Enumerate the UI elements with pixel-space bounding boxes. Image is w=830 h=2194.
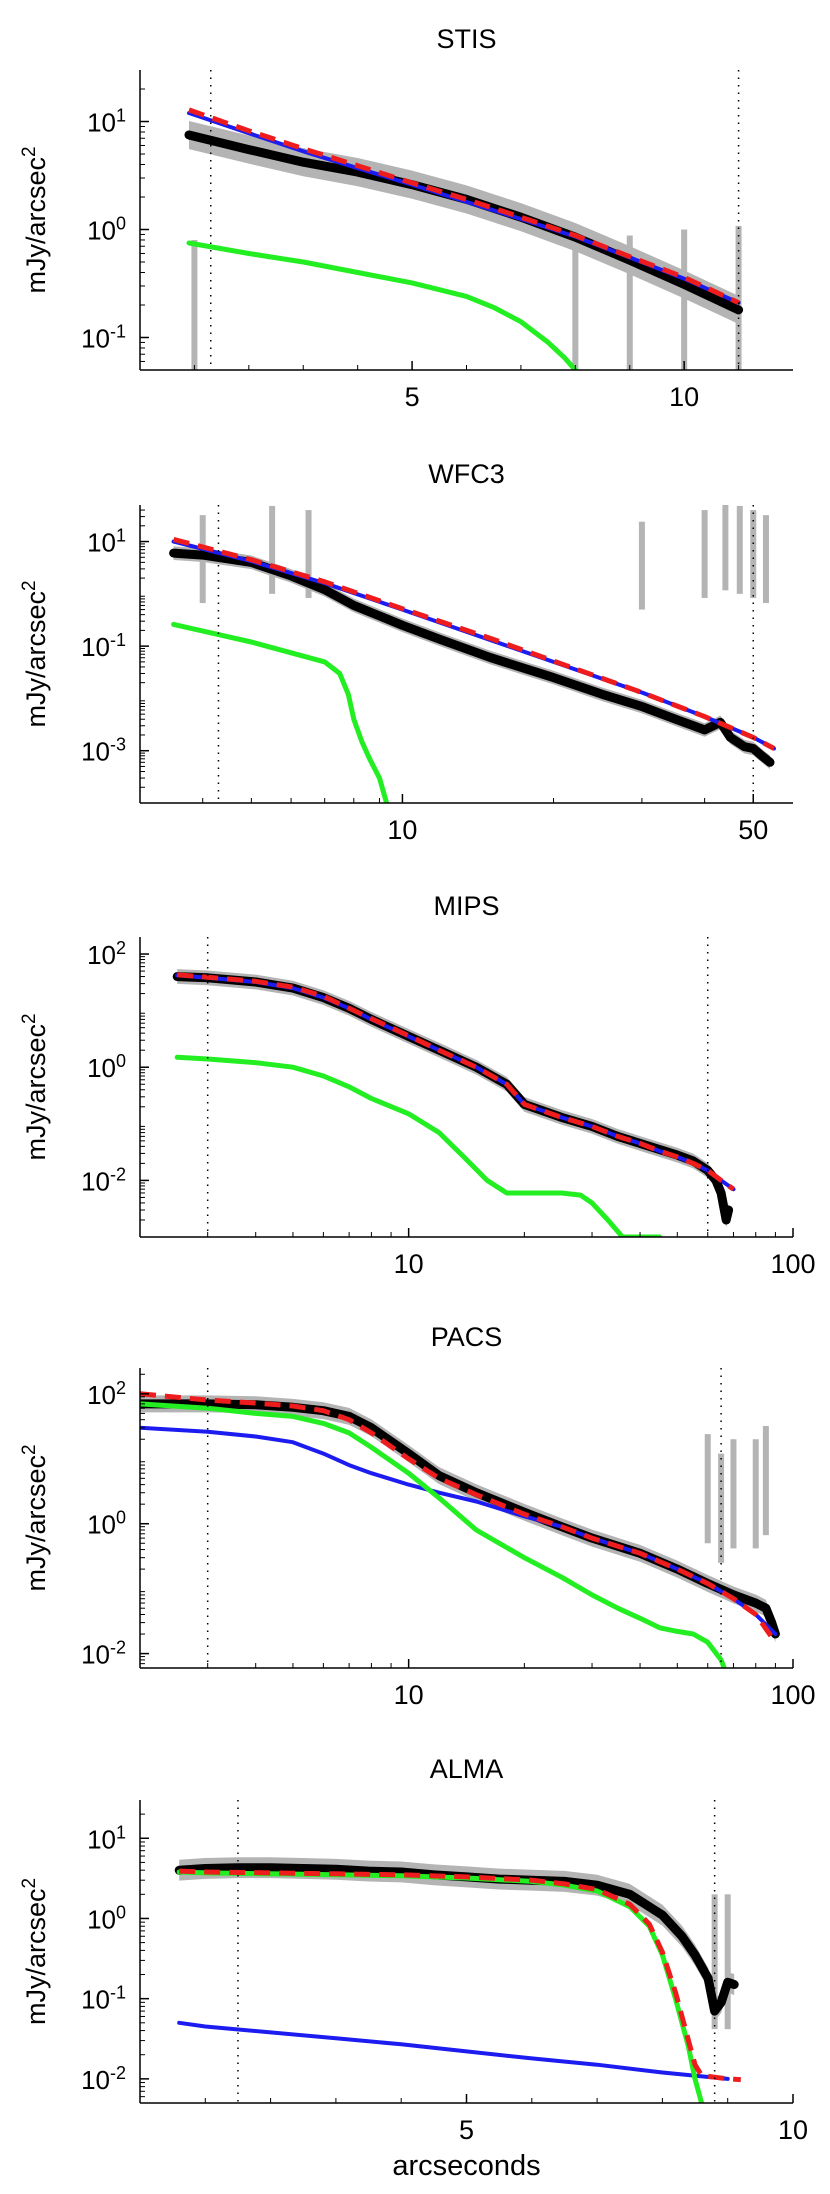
x-tick-label: 5: [459, 2115, 474, 2145]
y-tick-label: 100: [87, 1902, 126, 1934]
y-tick-label: 10-2: [81, 1638, 126, 1670]
panel-wfc3: WFC3 mJy/arcsec2 10-3 10-1 101 10 50: [19, 459, 793, 845]
uncertainty-spike: [724, 1894, 731, 2030]
star-model-line: [174, 1054, 663, 1237]
plot-area: [174, 1857, 741, 2103]
uncertainty-spike: [191, 239, 198, 370]
x-tick-label: 5: [405, 382, 420, 412]
plot-area: [140, 1391, 780, 1668]
y-axis-label: mJy/arcsec2: [19, 146, 52, 293]
star-model-line: [186, 240, 578, 370]
star-model-line: [140, 1401, 727, 1668]
data-line: [184, 130, 744, 315]
y-tick-label: 10-3: [81, 735, 126, 767]
panel-alma: ALMA mJy/arcsec2 10-2 10-1 100 101 5 10 arcsecon…: [19, 1754, 809, 2182]
total-model-line: [177, 972, 735, 1192]
y-tick-label: 102: [87, 938, 126, 970]
y-tick-label: 10-1: [81, 321, 126, 353]
y-axis-label: mJy/arcsec2: [19, 1013, 52, 1160]
y-tick-label: 101: [87, 106, 126, 138]
y-tick-label: 10-1: [81, 630, 126, 662]
uncertainty-band: [177, 969, 729, 1228]
uncertainty-band: [188, 120, 739, 325]
y-axis-label: mJy/arcsec2: [19, 1444, 52, 1591]
total-model-line: [179, 1868, 741, 2083]
panel-title: MIPS: [433, 891, 499, 921]
y-tick-label: 100: [87, 1508, 126, 1540]
y-tick-label: 10-2: [81, 1164, 126, 1196]
y-axis-label: mJy/arcsec2: [19, 580, 52, 727]
panel-title: PACS: [431, 1322, 503, 1352]
y-tick-label: 100: [87, 214, 126, 246]
panel-title: WFC3: [428, 459, 505, 489]
uncertainty-spike: [681, 229, 688, 370]
uncertainty-spike: [305, 510, 312, 598]
y-tick-label: 101: [87, 526, 126, 558]
x-tick-label: 10: [394, 1680, 424, 1710]
y-axis-label: mJy/arcsec2: [19, 1878, 52, 2025]
uncertainty-spike: [711, 1894, 718, 2030]
total-model-line: [172, 536, 776, 751]
x-tick-label: 100: [770, 1680, 815, 1710]
data-line: [140, 1399, 780, 1639]
uncertainty-spike: [638, 521, 645, 610]
plot-area: [184, 107, 744, 370]
uncertainty-spike: [704, 1434, 711, 1544]
y-tick-label: 10-1: [81, 1983, 126, 2015]
total-model-line: [188, 107, 740, 305]
uncertainty-spike: [762, 1425, 769, 1536]
uncertainty-spike: [269, 505, 276, 594]
uncertainty-spike: [735, 225, 742, 370]
disk-model-line: [175, 973, 736, 1192]
uncertainty-spike: [626, 235, 633, 370]
panel-mips: MIPS mJy/arcsec2 10-2 100 102 10 100: [19, 891, 816, 1279]
panel-title: ALMA: [430, 1754, 504, 1784]
y-tick-label: 100: [87, 1051, 126, 1083]
uncertainty-spike: [718, 1453, 725, 1563]
star-model-line: [171, 621, 390, 803]
y-tick-label: 10-2: [81, 2063, 126, 2095]
panel-pacs: PACS mJy/arcsec2 10-2 100 102 10 100: [19, 1322, 816, 1710]
total-model-line: [140, 1391, 778, 1644]
data-line: [169, 548, 775, 767]
uncertainty-spike: [572, 239, 579, 370]
uncertainty-spike: [722, 505, 729, 591]
uncertainty-band: [173, 546, 771, 770]
x-tick-label: 100: [770, 1249, 815, 1279]
uncertainty-spike: [750, 510, 757, 598]
uncertainty-spike: [701, 510, 708, 598]
x-tick-label: 50: [738, 815, 768, 845]
uncertainty-spike: [730, 1439, 737, 1549]
panel-stis: STIS mJy/arcsec2 10-1 100 101 5 10: [19, 24, 793, 412]
uncertainty-spike: [752, 1439, 759, 1549]
disk-model-line: [140, 1425, 778, 1636]
uncertainty-band: [179, 1857, 735, 2022]
x-tick-label: 10: [778, 2115, 808, 2145]
data-line: [172, 972, 734, 1225]
uncertainty-spike: [736, 505, 743, 594]
x-tick-label: 10: [394, 1249, 424, 1279]
uncertainty-spike: [762, 515, 769, 604]
y-tick-label: 102: [87, 1378, 126, 1410]
x-tick-label: 10: [387, 815, 417, 845]
data-line: [174, 1863, 739, 2016]
disk-model-line: [177, 2020, 730, 2081]
plot-area: [172, 969, 736, 1237]
x-tick-label: 10: [669, 382, 699, 412]
x-axis-label: arcseconds: [392, 2150, 540, 2182]
y-tick-label: 101: [87, 1822, 126, 1854]
plot-area: [169, 505, 776, 803]
panel-title: STIS: [436, 24, 496, 54]
